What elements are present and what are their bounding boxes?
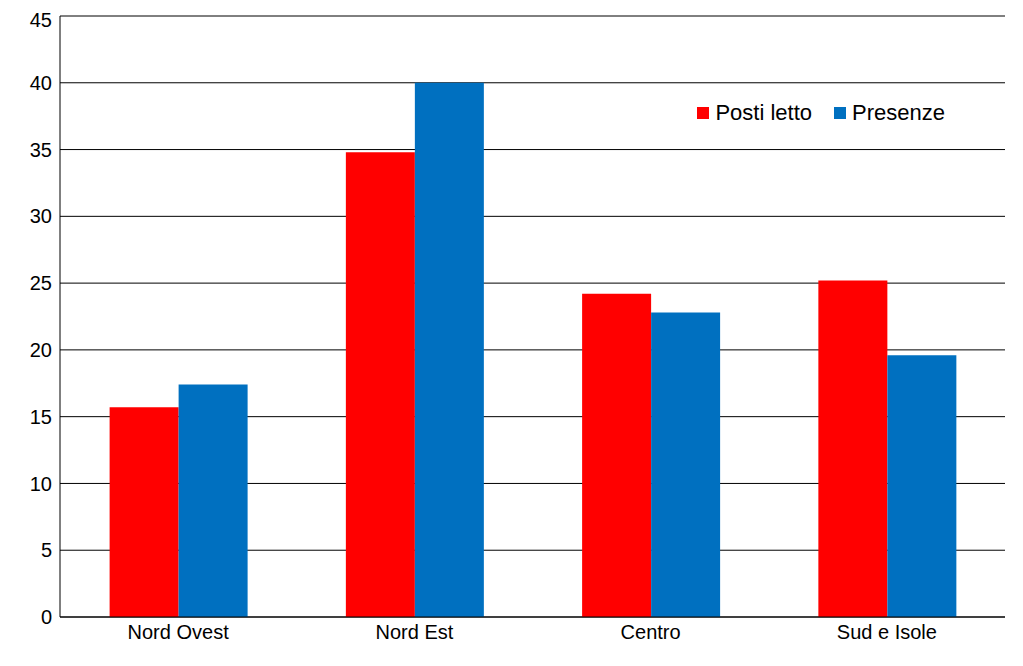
- svg-text:Nord Est: Nord Est: [375, 621, 453, 643]
- svg-text:30: 30: [30, 205, 52, 227]
- svg-text:10: 10: [30, 473, 52, 495]
- svg-text:25: 25: [30, 272, 52, 294]
- svg-text:Centro: Centro: [621, 621, 681, 643]
- svg-text:45: 45: [30, 9, 52, 31]
- html-text:Presenze: Presenze: [852, 100, 945, 125]
- svg-text:40: 40: [30, 72, 52, 94]
- html-text:Posti letto: Posti letto: [715, 100, 812, 125]
- svg-text:0: 0: [41, 606, 52, 628]
- svg-text:Sud e Isole: Sud e Isole: [837, 621, 937, 643]
- svg-text:20: 20: [30, 339, 52, 361]
- svg-text:5: 5: [41, 539, 52, 561]
- svg-text:35: 35: [30, 139, 52, 161]
- svg-text:15: 15: [30, 406, 52, 428]
- svg-text:Nord Ovest: Nord Ovest: [128, 621, 230, 643]
